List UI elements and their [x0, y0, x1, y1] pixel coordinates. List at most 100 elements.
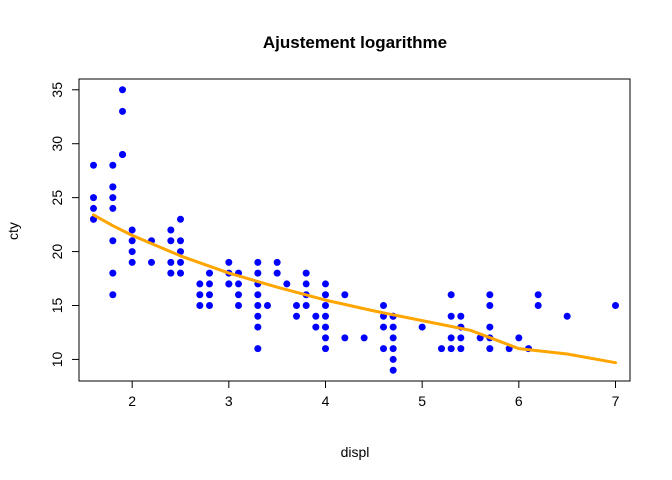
data-point [457, 345, 465, 353]
data-point [312, 312, 320, 320]
data-point [322, 280, 329, 288]
data-point [389, 334, 397, 342]
data-point [322, 334, 329, 342]
data-point [177, 269, 184, 277]
data-point [119, 107, 126, 115]
plot-area [78, 78, 631, 382]
data-point [380, 302, 387, 309]
data-point [273, 269, 281, 277]
data-point [109, 269, 117, 277]
data-point [196, 280, 204, 288]
fit-line-group [92, 213, 617, 365]
y-tick-label: 15 [49, 298, 65, 314]
data-point [389, 355, 397, 363]
data-point [206, 280, 213, 288]
x-tick-label: 4 [322, 393, 330, 409]
data-point [447, 291, 455, 299]
x-tick-label: 2 [128, 393, 136, 409]
y-tick-label: 35 [49, 82, 65, 98]
x-tick-label: 3 [225, 393, 233, 409]
data-point [235, 302, 242, 309]
data-point [322, 312, 329, 320]
data-point [302, 302, 310, 309]
data-point [322, 323, 329, 331]
data-point [109, 291, 117, 299]
data-point [196, 302, 204, 309]
data-point [128, 248, 136, 256]
data-point [167, 258, 175, 266]
data-point [90, 194, 97, 202]
data-point [254, 258, 262, 266]
scatter-points [90, 86, 619, 374]
data-point [109, 183, 117, 191]
data-point [109, 194, 117, 202]
y-tick-label: 30 [49, 136, 65, 152]
data-point [534, 291, 542, 299]
data-point [235, 280, 242, 288]
data-point [206, 291, 213, 299]
data-point [90, 204, 97, 212]
data-point [293, 312, 300, 320]
data-point [389, 323, 397, 331]
x-axis-label: displ [341, 444, 370, 460]
data-point [148, 258, 155, 266]
data-point [254, 302, 262, 309]
x-tick-label: 5 [418, 393, 426, 409]
data-point [167, 226, 175, 234]
data-point [225, 280, 233, 288]
y-axis: 10 15 20 25 30 35 [49, 82, 80, 367]
x-tick-label: 7 [612, 393, 620, 409]
y-tick-label: 20 [49, 244, 65, 260]
data-point [254, 323, 262, 331]
data-point [273, 258, 281, 266]
data-point [380, 345, 387, 353]
x-axis: 2 3 4 5 6 7 [128, 380, 620, 409]
data-point [612, 302, 619, 309]
data-point [515, 334, 523, 342]
data-point [341, 291, 349, 299]
data-point [235, 291, 242, 299]
data-point [177, 248, 184, 256]
data-point [322, 345, 329, 353]
data-point [167, 237, 175, 245]
data-point [254, 269, 262, 277]
data-point [119, 151, 126, 158]
data-point [360, 334, 368, 342]
data-point [109, 237, 117, 245]
data-point [438, 345, 445, 353]
data-point [177, 237, 184, 245]
y-tick-label: 25 [49, 190, 65, 206]
data-point [283, 280, 291, 288]
y-tick-label: 10 [49, 351, 65, 367]
data-point [486, 302, 494, 309]
data-point [302, 280, 310, 288]
data-point [457, 334, 465, 342]
data-point [380, 323, 387, 331]
data-point [177, 215, 184, 223]
data-point [447, 334, 455, 342]
data-point [486, 345, 494, 353]
data-point [225, 258, 233, 266]
data-point [534, 302, 542, 309]
data-point [128, 226, 136, 234]
data-point [264, 302, 271, 309]
fit-line [92, 213, 617, 365]
data-point [447, 345, 455, 353]
data-point [177, 258, 184, 266]
data-point [302, 269, 310, 277]
data-point [389, 366, 397, 374]
data-point [119, 86, 126, 94]
data-point [254, 345, 262, 353]
data-point [196, 291, 204, 299]
data-point [167, 269, 175, 277]
data-point [418, 323, 426, 331]
data-point [312, 323, 320, 331]
data-point [322, 302, 329, 309]
data-point [293, 302, 300, 309]
y-axis-label: cty [5, 222, 21, 240]
data-point [254, 312, 262, 320]
data-point [341, 334, 349, 342]
data-point [206, 302, 213, 309]
data-point [206, 269, 213, 277]
